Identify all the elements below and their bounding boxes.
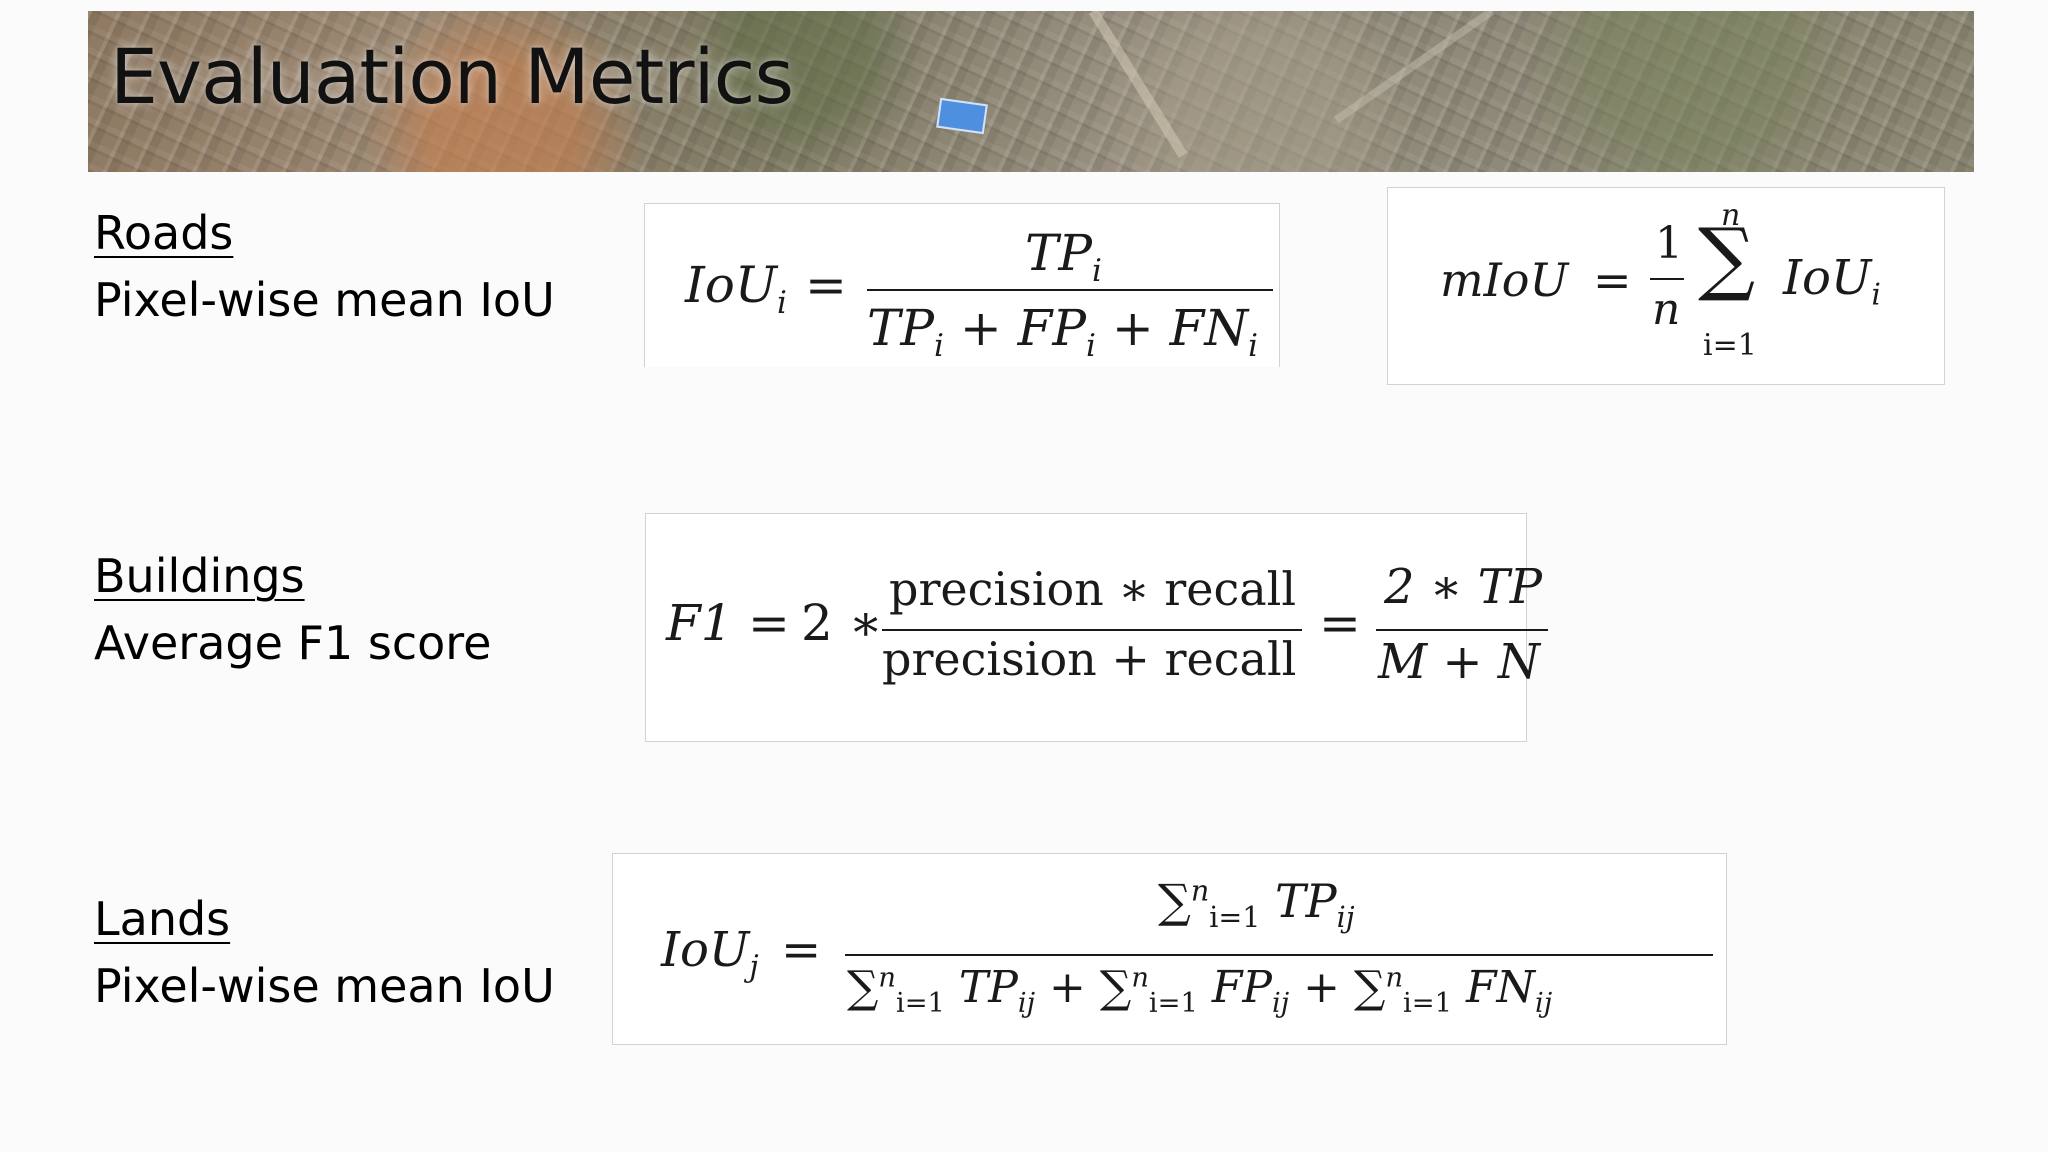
iou-j-equals: = [781, 922, 822, 978]
buildings-metric: Average F1 score [94, 615, 492, 670]
iou-i-lhs: IoUi [685, 256, 787, 321]
banner-pool-decoration [936, 97, 988, 135]
iou-i-formula: IoUi = TPi TPi + FPi + FNi [644, 203, 1280, 367]
miou-formula: mIoU = 1 n n ∑ i=1 IoUi [1387, 187, 1945, 385]
miou-fraction-bar [1650, 278, 1684, 280]
miou-equals: = [1593, 253, 1632, 307]
roads-heading: Roads [94, 206, 234, 260]
f1-fraction-bar-1 [882, 629, 1302, 631]
f1-formula: F1 = 2 ∗ precision ∗ recall precision + … [645, 513, 1548, 742]
f1-numerator-1: precision ∗ recall [889, 562, 1297, 616]
buildings-heading: Buildings [94, 549, 305, 603]
iou-j-formula: IoUj = ∑ni=1 TPij ∑ni=1 TPij + ∑ni=1 FPi… [612, 853, 1727, 1045]
miou-sum-upper: n [1721, 198, 1741, 233]
title-banner: Evaluation Metrics [88, 11, 1974, 172]
roads-section-label: Roads Pixel-wise mean IoU [94, 200, 555, 333]
miou-frac-den: n [1652, 284, 1681, 335]
slide-title: Evaluation Metrics [110, 32, 794, 121]
iou-j-numerator: ∑ni=1 TPij [1158, 874, 1355, 935]
miou-term: IoUi [1783, 250, 1881, 313]
roads-metric: Pixel-wise mean IoU [94, 272, 555, 327]
miou-lhs: mIoU [1440, 253, 1569, 307]
f1-denominator-1: precision + recall [882, 632, 1297, 686]
sum-icon: ∑ [1158, 874, 1191, 928]
lands-metric: Pixel-wise mean IoU [94, 958, 555, 1013]
lands-section-label: Lands Pixel-wise mean IoU [94, 886, 555, 1019]
iou-j-fraction-bar [845, 954, 1713, 956]
iou-i-fraction-bar [867, 289, 1273, 291]
banner-road-decoration [1088, 11, 1188, 158]
f1-equals: = [748, 594, 790, 652]
lands-heading: Lands [94, 892, 231, 946]
miou-frac-num: 1 [1655, 218, 1683, 269]
f1-denominator-2: M + N [1378, 634, 1540, 690]
iou-i-equals: = [805, 256, 847, 314]
f1-fraction-bar-2 [1376, 629, 1548, 631]
f1-numerator-2: 2 ∗ TP [1384, 559, 1542, 615]
f1-coefficient: 2 ∗ [801, 594, 883, 652]
iou-j-denominator: ∑ni=1 TPij + ∑ni=1 FPij + ∑ni=1 FNij [847, 962, 1553, 1019]
iou-i-numerator: TPi [1025, 224, 1102, 289]
miou-sum-lower: i=1 [1703, 328, 1757, 363]
buildings-section-label: Buildings Average F1 score [94, 543, 491, 676]
f1-lhs: F1 [666, 594, 733, 652]
iou-j-lhs: IoUj [661, 922, 759, 985]
banner-road-decoration [1334, 11, 1495, 124]
iou-i-denominator: TPi + FPi + FNi [867, 299, 1258, 364]
sum-icon: ∑ [1698, 211, 1756, 304]
f1-equals-2: = [1319, 594, 1361, 652]
